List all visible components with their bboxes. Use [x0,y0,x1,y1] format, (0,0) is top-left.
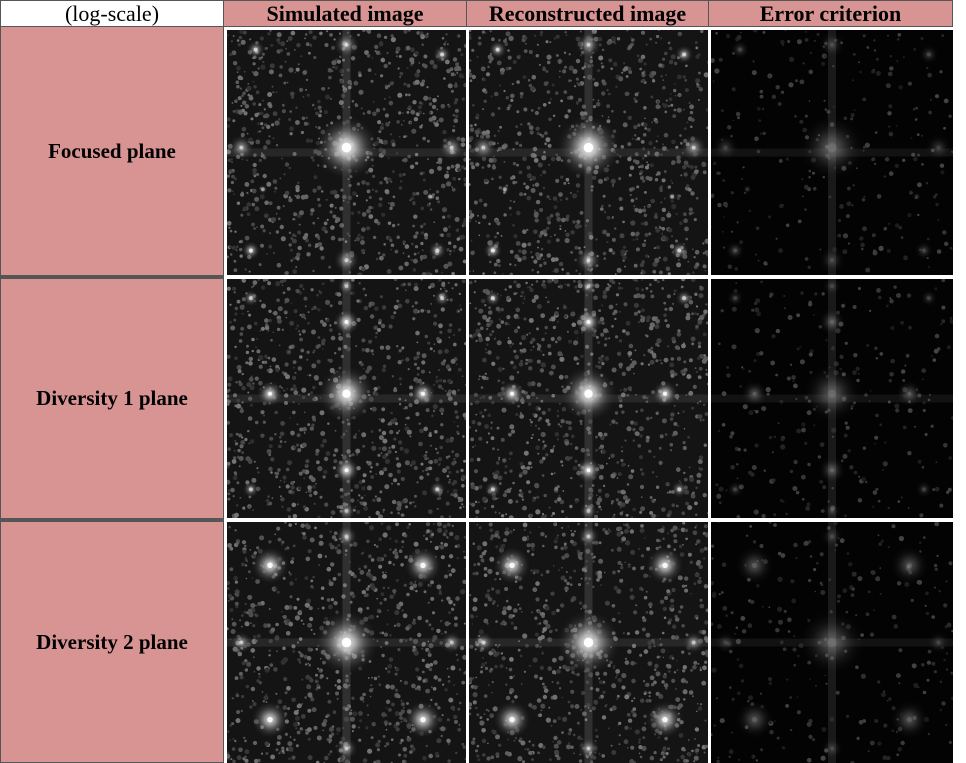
speckle-image [227,279,466,518]
column-header-simulated: Simulated image [224,0,466,27]
row-divider [0,518,224,522]
image-reconstructed-diversity-1 [469,279,708,518]
image-reconstructed-focused [469,30,708,275]
speckle-image [711,279,953,518]
row-label-diversity-1: Diversity 1 plane [0,279,224,518]
speckle-image [227,522,466,763]
speckle-image [469,279,708,518]
image-reconstructed-diversity-2 [469,522,708,763]
column-header-reconstructed: Reconstructed image [466,0,708,27]
speckle-image [711,30,953,275]
speckle-image [469,522,708,763]
image-error-focused [711,30,953,275]
corner-label: (log-scale) [0,0,224,27]
column-header-error: Error criterion [708,0,953,27]
image-error-diversity-1 [711,279,953,518]
image-simulated-focused [227,30,466,275]
image-error-diversity-2 [711,522,953,763]
image-simulated-diversity-2 [227,522,466,763]
row-label-focused: Focused plane [0,27,224,275]
speckle-image [469,30,708,275]
row-divider [0,275,224,279]
speckle-image [711,522,953,763]
speckle-image [227,30,466,275]
row-label-diversity-2: Diversity 2 plane [0,522,224,763]
image-simulated-diversity-1 [227,279,466,518]
